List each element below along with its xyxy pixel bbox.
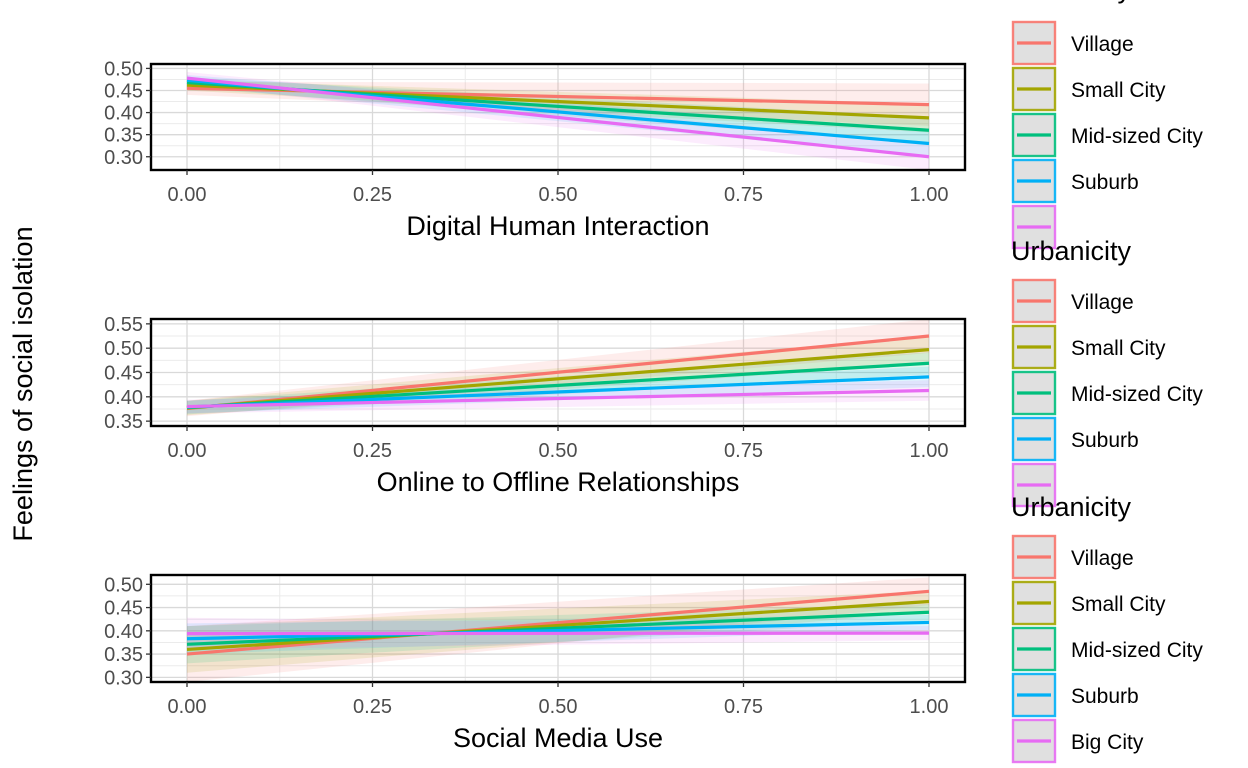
legend-key — [1011, 534, 1057, 580]
x-tick-label: 1.00 — [910, 440, 949, 462]
x-tick-label: 0.00 — [168, 184, 207, 206]
legend-key — [1011, 278, 1057, 324]
legend-label: Suburb — [1071, 429, 1139, 452]
x-tick-label: 0.75 — [724, 440, 763, 462]
legend-label: Village — [1071, 547, 1134, 570]
legend-key — [1011, 672, 1057, 718]
y-tick-label: 0.40 — [104, 103, 143, 125]
legend-key — [1011, 112, 1057, 158]
y-tick-label: 0.50 — [104, 574, 143, 596]
legend-label: Suburb — [1071, 685, 1139, 708]
legend: Urbanicity Village Small City Mid-sized Cit… — [1011, 236, 1203, 508]
legend-key — [1011, 718, 1057, 764]
x-axis-title: Social Media Use — [453, 723, 663, 753]
legend: Urbanicity Village Small City Mid-sized Cit… — [1011, 492, 1203, 764]
plot-area — [186, 319, 930, 417]
legend-key — [1011, 158, 1057, 204]
series-line — [186, 599, 930, 652]
legend-key — [1011, 20, 1057, 66]
legend-title: Urbanicity — [1011, 236, 1132, 266]
x-tick-label: 0.50 — [539, 440, 578, 462]
y-tick-label: 0.40 — [104, 621, 143, 643]
series-line — [186, 375, 930, 409]
x-tick-label: 1.00 — [910, 696, 949, 718]
legend-label: Village — [1071, 33, 1134, 56]
x-tick-label: 0.25 — [353, 184, 392, 206]
y-axis-title: Feelings of social isolation — [8, 226, 38, 541]
y-tick-label: 0.45 — [104, 81, 143, 103]
y-tick-label: 0.50 — [104, 58, 143, 80]
y-tick-label: 0.35 — [104, 644, 143, 666]
legend-label: Village — [1071, 291, 1134, 314]
y-tick-label: 0.45 — [104, 598, 143, 620]
x-tick-label: 0.50 — [539, 696, 578, 718]
legend-title: Urbanicity — [1011, 0, 1132, 4]
y-tick-label: 0.55 — [104, 314, 143, 336]
legend-label: Small City — [1071, 337, 1166, 360]
legend-label: Suburb — [1071, 171, 1139, 194]
series-line — [186, 348, 930, 410]
legend-key — [1011, 370, 1057, 416]
y-tick-label: 0.40 — [104, 387, 143, 409]
y-tick-label: 0.35 — [104, 125, 143, 147]
series-line — [186, 361, 930, 410]
legend: Urbanicity Village Small City Mid-sized Cit… — [1011, 0, 1203, 250]
y-tick-label: 0.50 — [104, 338, 143, 360]
legend-label: Mid-sized City — [1071, 383, 1203, 406]
legend-title: Urbanicity — [1011, 492, 1132, 522]
series-line — [186, 334, 930, 411]
x-axis-title: Digital Human Interaction — [406, 211, 709, 241]
x-tick-label: 0.25 — [353, 696, 392, 718]
panel-3: 0.300.350.400.450.500.00 0.25 0.50 0.75 1.00… — [104, 492, 1203, 764]
legend-label: Mid-sized City — [1071, 125, 1203, 148]
x-tick-label: 0.00 — [168, 440, 207, 462]
legend-key — [1011, 204, 1057, 250]
y-tick-label: 0.45 — [104, 363, 143, 385]
series-line — [186, 388, 930, 409]
legend-key — [1011, 324, 1057, 370]
series-line — [186, 620, 930, 641]
x-tick-label: 0.50 — [539, 184, 578, 206]
x-tick-label: 0.00 — [168, 696, 207, 718]
x-tick-label: 1.00 — [910, 184, 949, 206]
series-line — [186, 76, 930, 159]
y-tick-label: 0.35 — [104, 411, 143, 433]
y-tick-label: 0.30 — [104, 147, 143, 169]
y-tick-label: 0.30 — [104, 667, 143, 689]
legend-key — [1011, 66, 1057, 112]
legend-label: Small City — [1071, 593, 1166, 616]
x-tick-label: 0.25 — [353, 440, 392, 462]
legend-key — [1011, 580, 1057, 626]
x-axis-title: Online to Offline Relationships — [377, 467, 740, 497]
legend-label: Small City — [1071, 79, 1166, 102]
plot-area — [186, 577, 930, 682]
ci-ribbon — [187, 380, 929, 414]
legend-key — [1011, 416, 1057, 462]
legend-key — [1011, 462, 1057, 508]
series-line — [186, 610, 930, 646]
series-line — [186, 589, 930, 656]
legend-label: Mid-sized City — [1071, 639, 1203, 662]
legend-key — [1011, 626, 1057, 672]
legend-label: Big City — [1071, 731, 1144, 754]
panel-1: 0.300.350.400.450.500.00 0.25 0.50 0.75 1.00… — [104, 0, 1203, 250]
plot-area — [186, 71, 930, 170]
x-tick-label: 0.75 — [724, 184, 763, 206]
x-tick-label: 0.75 — [724, 696, 763, 718]
panel-2: 0.350.400.450.500.550.00 0.25 0.50 0.75 1.00… — [104, 236, 1203, 508]
